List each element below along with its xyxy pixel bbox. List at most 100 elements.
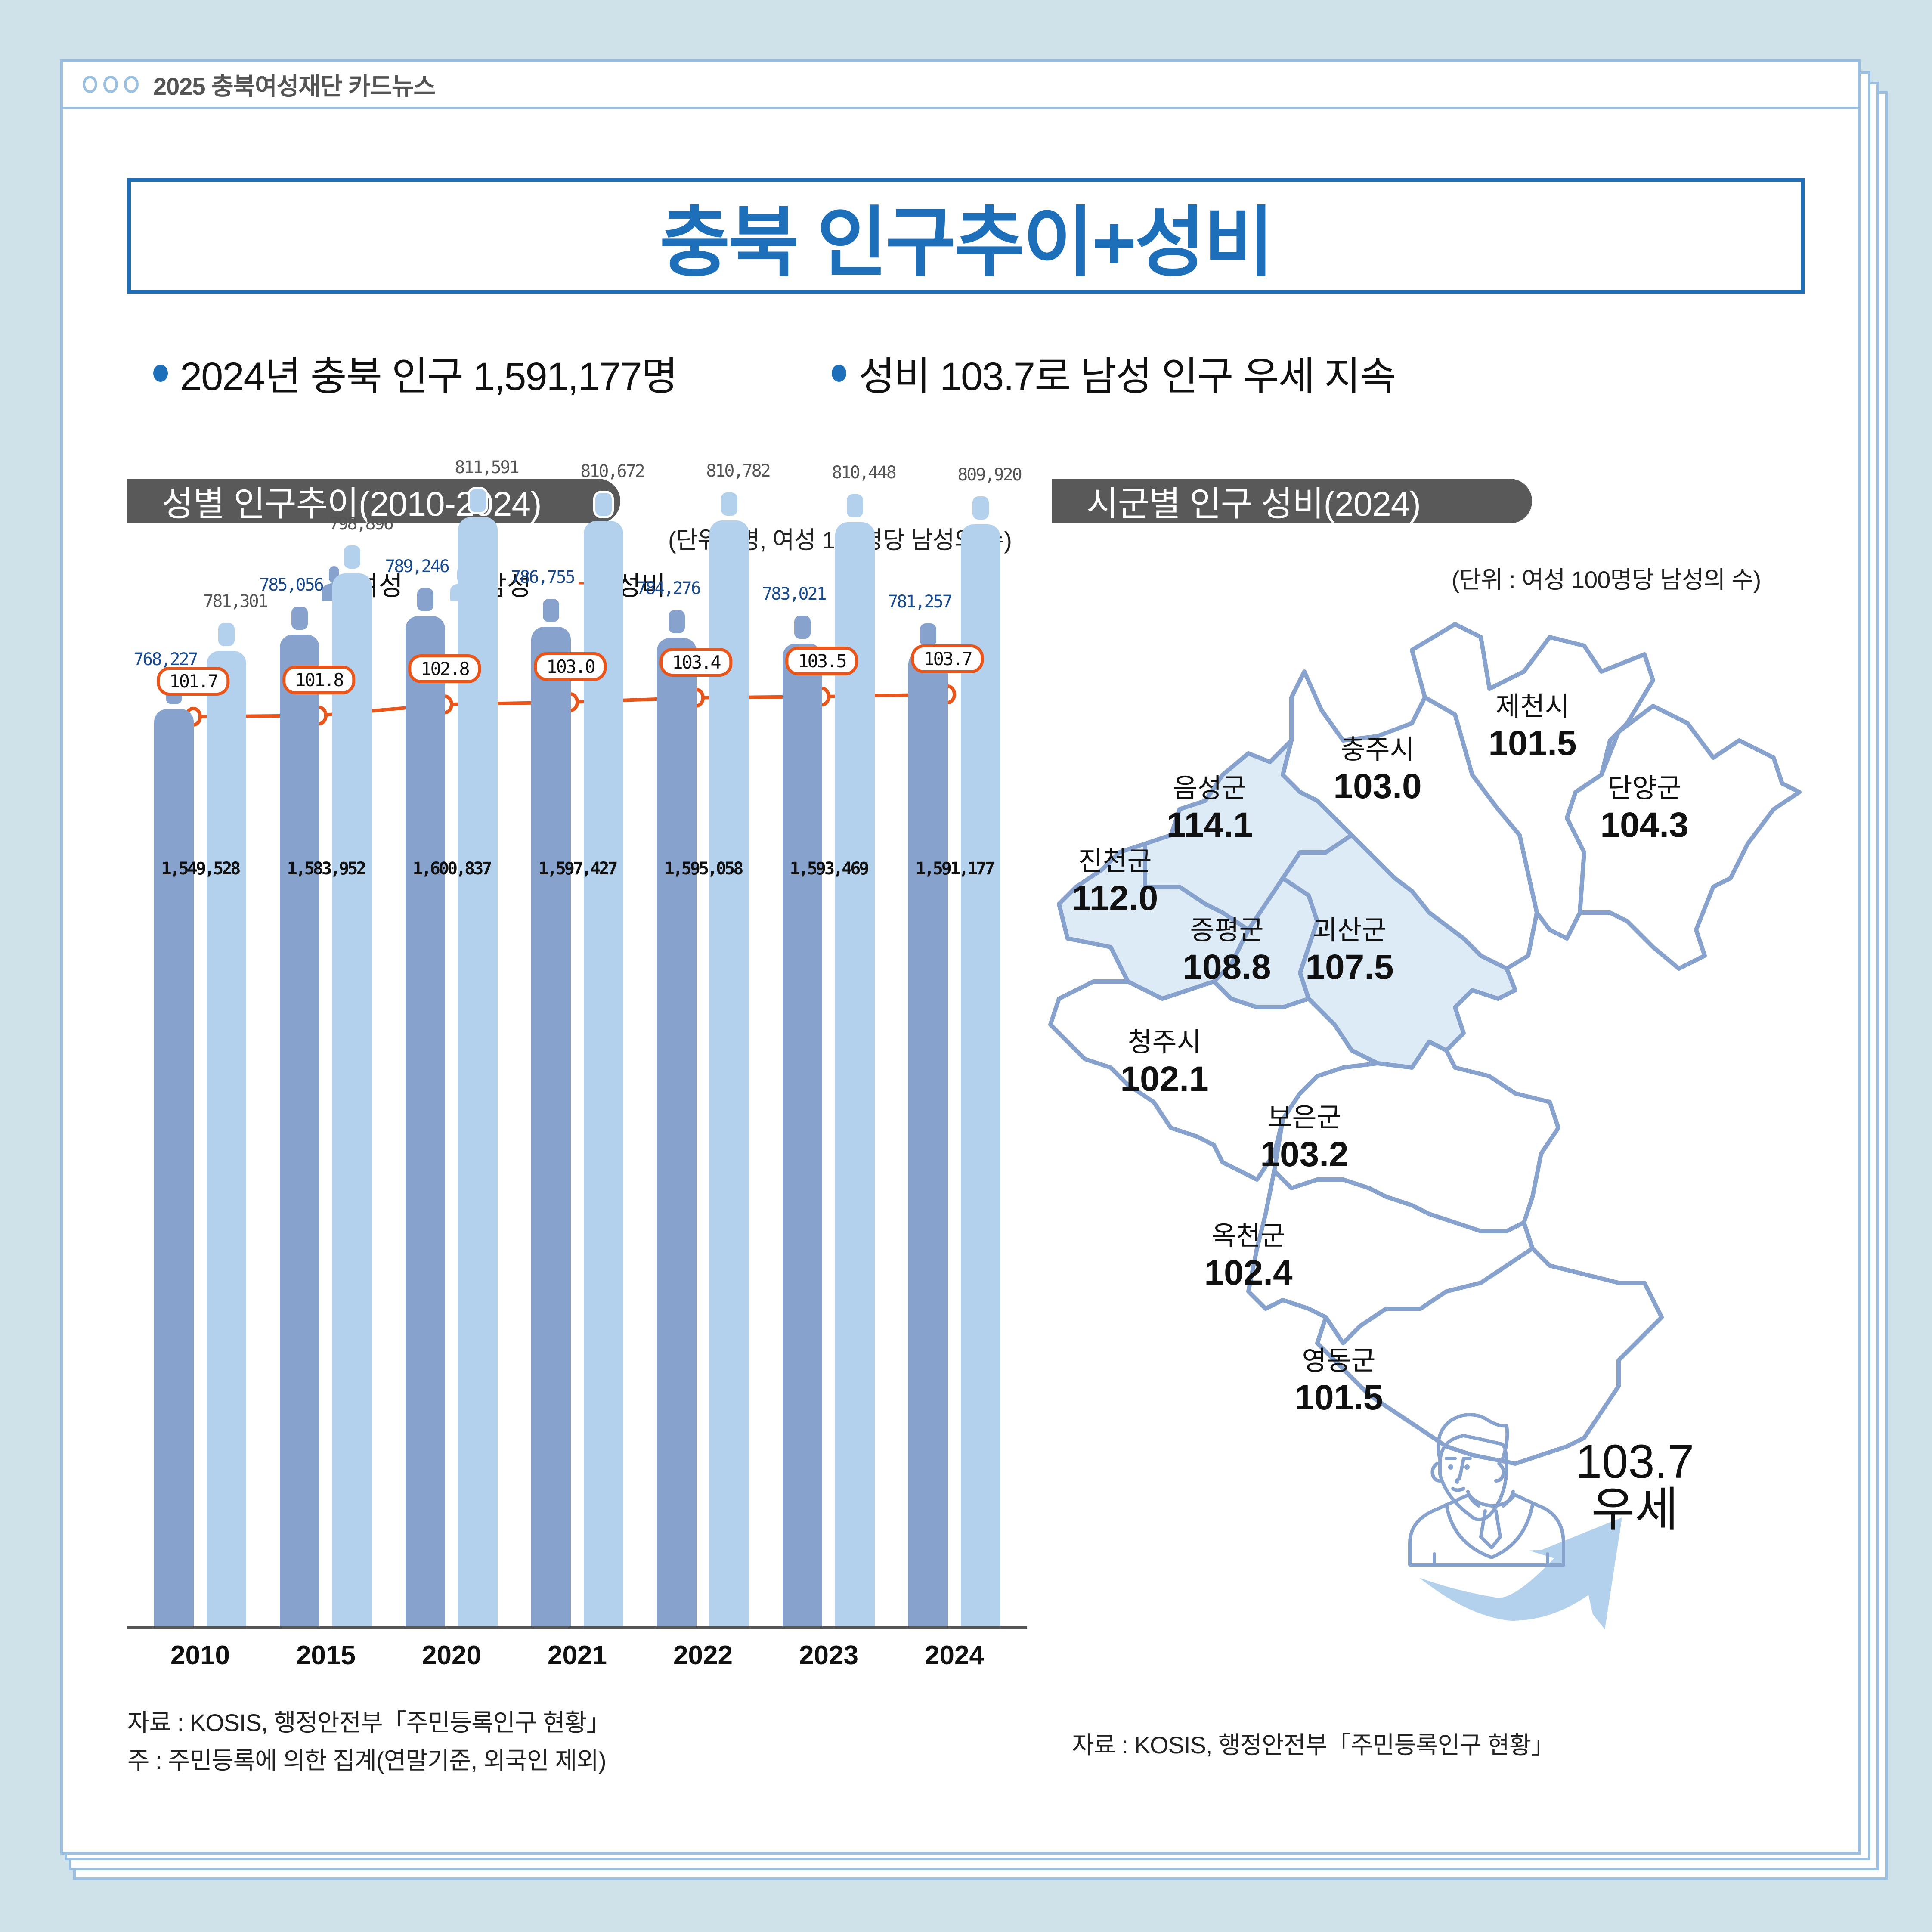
chungbuk-map: 제천시 101.5 충주시 103.0 단양군 104.3 음성군 114.1 진천군 112.0… bbox=[1042, 611, 1817, 1687]
bar-male bbox=[584, 491, 623, 1626]
bar-male bbox=[709, 490, 749, 1626]
population-chart: 768,227 781,301 1,549,528 2010 101.7 785,056 7… bbox=[127, 458, 1027, 1679]
female-value-label: 786,755 bbox=[511, 567, 576, 587]
ratio-value-label: 103.0 bbox=[534, 652, 607, 681]
legend-label: 성비 bbox=[616, 571, 666, 601]
bar-body bbox=[332, 573, 372, 1626]
chart-source-notes: 자료 : KOSIS, 행정안전부「주민등록인구 현황」 주 : 주민등록에 의… bbox=[127, 1704, 610, 1780]
bullet-text: 2024년 충북 인구 1,591,177명 bbox=[180, 355, 678, 399]
bar-male bbox=[961, 494, 1000, 1626]
window-dot-icon bbox=[83, 76, 97, 93]
region-label: 영동군 101.5 bbox=[1294, 1339, 1383, 1418]
total-value-label: 1,591,177 bbox=[915, 859, 995, 879]
section-tag-label: 시군별 인구 성비(2024) bbox=[1087, 485, 1421, 523]
bullet-text: 성비 103.7로 남성 인구 우세 지속 bbox=[858, 355, 1396, 399]
region-name: 단양군 bbox=[1607, 774, 1681, 803]
region-label: 보은군 103.2 bbox=[1260, 1096, 1348, 1175]
bar-female bbox=[657, 608, 697, 1626]
female-value-label: 789,246 bbox=[385, 557, 450, 576]
bar-body bbox=[657, 638, 697, 1626]
x-axis-tick-label: 2010 bbox=[170, 1641, 230, 1670]
region-sex-ratio: 112.0 bbox=[1071, 879, 1158, 918]
bar-body bbox=[406, 616, 445, 1626]
headline-box: 충북 인구추이+성비 bbox=[127, 178, 1805, 294]
window-dot-icon bbox=[103, 76, 118, 93]
bar-female bbox=[783, 613, 822, 1626]
ratio-value-label: 103.5 bbox=[785, 647, 858, 676]
bar-body bbox=[531, 627, 571, 1626]
region-sex-ratio: 104.3 bbox=[1600, 805, 1689, 845]
female-head-icon bbox=[792, 613, 813, 641]
map-unit-note: (단위 : 여성 100명당 남성의 수) bbox=[1452, 566, 1761, 593]
bar-body bbox=[783, 644, 822, 1626]
region-label: 청주시 102.1 bbox=[1120, 1020, 1208, 1099]
region-sex-ratio: 101.5 bbox=[1294, 1378, 1383, 1417]
region-danyang bbox=[1565, 704, 1802, 971]
female-value-label: 768,227 bbox=[133, 650, 198, 669]
female-head-icon bbox=[541, 597, 561, 624]
map-outline bbox=[1048, 622, 1802, 1466]
man-illustration bbox=[1403, 1395, 1834, 1698]
male-value-label: 809,920 bbox=[957, 465, 1022, 485]
window-titlebar: 2025 충북여성재단 카드뉴스 bbox=[63, 62, 1858, 109]
male-value-label: 798,896 bbox=[329, 514, 394, 534]
ratio-value-label: 101.7 bbox=[157, 666, 230, 696]
male-value-label: 810,782 bbox=[706, 461, 771, 481]
total-value-label: 1,593,469 bbox=[790, 859, 870, 879]
region-label: 진천군 112.0 bbox=[1072, 839, 1158, 919]
bar-male bbox=[835, 492, 875, 1626]
bar-male bbox=[332, 543, 372, 1626]
ratio-value-label: 103.7 bbox=[911, 644, 984, 673]
region-label: 증평군 108.8 bbox=[1183, 908, 1271, 988]
region-label: 제천시 101.5 bbox=[1488, 684, 1576, 764]
x-axis-tick-label: 2015 bbox=[296, 1641, 356, 1670]
bar-body bbox=[709, 520, 749, 1626]
female-value-label: 784,276 bbox=[636, 579, 701, 598]
footnote: 주 : 주민등록에 의한 집계(연말기준, 외국인 제외) bbox=[127, 1747, 607, 1774]
bar-body bbox=[207, 651, 246, 1626]
bullet-population: 2024년 충북 인구 1,591,177명 bbox=[153, 344, 678, 402]
male-head-icon bbox=[970, 494, 991, 522]
region-name: 괴산군 bbox=[1313, 916, 1387, 945]
region-label: 괴산군 107.5 bbox=[1305, 908, 1393, 988]
male-head-icon bbox=[845, 492, 865, 520]
region-sex-ratio: 102.1 bbox=[1120, 1059, 1209, 1099]
bar-body bbox=[280, 635, 319, 1626]
ratio-value-label: 101.8 bbox=[282, 666, 356, 695]
region-label: 음성군 114.1 bbox=[1167, 766, 1253, 845]
bar-body bbox=[835, 522, 875, 1626]
male-value-label: 810,672 bbox=[580, 461, 645, 481]
bar-female bbox=[908, 621, 948, 1626]
region-name: 증평군 bbox=[1190, 916, 1264, 945]
bar-body bbox=[458, 517, 498, 1626]
bar-male bbox=[458, 487, 498, 1626]
ratio-value-label: 103.4 bbox=[659, 647, 733, 677]
region-yeongdong bbox=[1315, 1246, 1664, 1466]
total-value-label: 1,549,528 bbox=[161, 859, 241, 879]
region-sex-ratio: 102.4 bbox=[1204, 1253, 1293, 1292]
female-value-label: 783,021 bbox=[762, 584, 827, 604]
female-head-icon bbox=[415, 586, 436, 613]
x-axis-tick-label: 2020 bbox=[422, 1641, 481, 1670]
region-goesan bbox=[1281, 833, 1517, 1070]
region-sex-ratio: 103.0 bbox=[1333, 767, 1422, 806]
x-axis-tick-label: 2022 bbox=[673, 1641, 733, 1670]
section-tag-regional-ratio: 시군별 인구 성비(2024) bbox=[1052, 479, 1532, 523]
bar-body bbox=[584, 521, 623, 1626]
total-value-label: 1,597,427 bbox=[538, 859, 618, 879]
bar-female bbox=[154, 679, 194, 1626]
man-icon bbox=[1408, 1413, 1622, 1629]
female-head-icon bbox=[289, 604, 310, 632]
bar-male bbox=[207, 621, 246, 1626]
male-head-icon bbox=[216, 621, 237, 648]
total-value-label: 1,595,058 bbox=[664, 859, 744, 879]
x-axis-tick-label: 2023 bbox=[799, 1641, 858, 1670]
bar-female bbox=[406, 586, 445, 1626]
region-name: 옥천군 bbox=[1211, 1221, 1285, 1251]
male-head-icon bbox=[342, 543, 362, 571]
x-axis-tick-label: 2021 bbox=[548, 1641, 607, 1670]
bar-body bbox=[908, 651, 948, 1626]
region-sex-ratio: 107.5 bbox=[1305, 947, 1394, 987]
region-sex-ratio: 114.1 bbox=[1166, 805, 1253, 845]
male-head-icon bbox=[719, 490, 740, 518]
